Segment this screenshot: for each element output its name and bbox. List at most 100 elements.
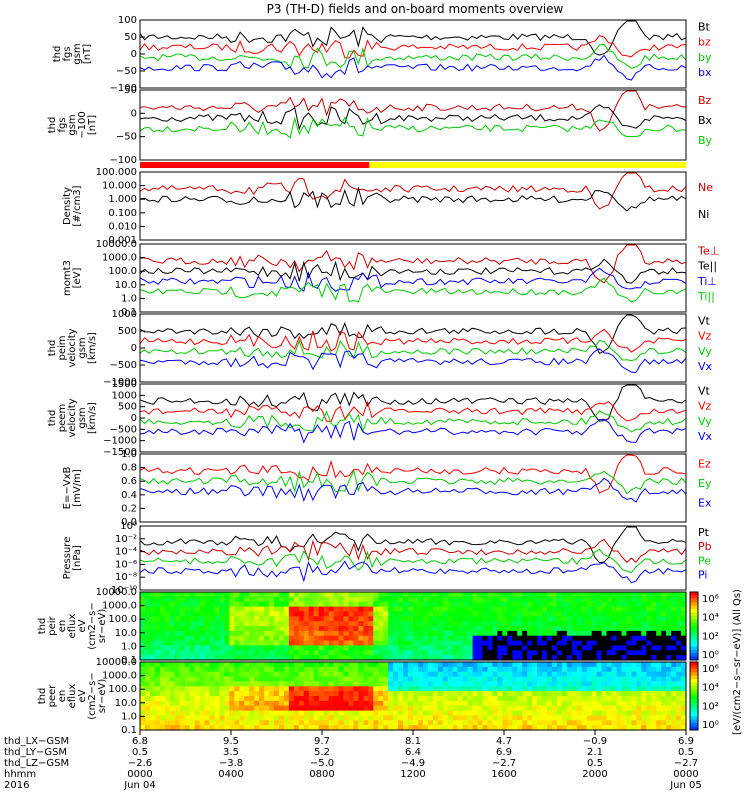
heatmap-cell — [288, 720, 295, 726]
heatmap-cell — [323, 662, 330, 668]
heatmap-cell — [497, 710, 503, 717]
heatmap-cell — [140, 596, 146, 603]
heatmap-cell — [462, 662, 469, 668]
heatmap-cell — [437, 655, 444, 661]
heatmap-cell — [681, 715, 687, 721]
heatmap-cell — [581, 686, 588, 692]
heatmap-cell — [606, 686, 613, 692]
heatmap-cell — [502, 635, 508, 642]
heatmap-cell — [274, 686, 280, 692]
heatmap-cell — [358, 640, 364, 647]
heatmap-cell — [408, 676, 414, 683]
heatmap-cell — [517, 626, 523, 632]
heatmap-cell — [368, 621, 374, 627]
heatmap-cell — [244, 662, 250, 668]
heatmap-cell — [393, 720, 399, 726]
heatmap-cell — [353, 630, 359, 637]
heatmap-cell — [626, 686, 632, 692]
heatmap-cell — [646, 645, 652, 651]
heatmap-cell — [283, 696, 290, 702]
heatmap-cell — [264, 662, 270, 668]
heatmap-cell — [517, 596, 523, 603]
heatmap-cell — [522, 691, 528, 697]
heatmap-cell — [224, 611, 230, 617]
heatmap-cell — [537, 626, 543, 632]
heatmap-cell — [313, 686, 320, 692]
heatmap-cell — [283, 601, 290, 608]
heatmap-cell — [422, 720, 429, 726]
heatmap-cell — [422, 601, 429, 608]
heatmap-cell — [507, 662, 513, 668]
heatmap-cell — [542, 725, 548, 731]
heatmap-cell — [656, 621, 662, 627]
footer-row-label: thd_LX−GSM — [4, 736, 69, 747]
heatmap-cell — [507, 592, 513, 598]
heatmap-cell — [447, 645, 454, 651]
heatmap-cell — [596, 601, 603, 608]
legend-entry: Ne — [698, 181, 713, 194]
colorbar-swatch — [690, 685, 698, 690]
heatmap-cell — [596, 645, 603, 651]
heatmap-cell — [656, 676, 662, 683]
heatmap-cell — [179, 700, 186, 707]
heatmap-cell — [393, 671, 399, 678]
heatmap-cell — [413, 662, 419, 668]
heatmap-cell — [681, 681, 687, 687]
heatmap-cell — [140, 650, 146, 656]
heatmap-cell — [447, 671, 454, 678]
colorbar-swatch — [690, 699, 698, 704]
heatmap-cell — [393, 601, 399, 608]
footer-cell: 0.5 — [132, 747, 148, 758]
heatmap-cell — [487, 601, 494, 608]
heatmap-cell — [502, 705, 508, 712]
heatmap-cell — [249, 626, 255, 632]
heatmap-cell — [571, 655, 578, 661]
heatmap-cell — [214, 686, 221, 692]
heatmap-cell — [418, 621, 424, 627]
heatmap-cell — [661, 635, 667, 642]
heatmap-cell — [333, 596, 340, 603]
heatmap-cell — [576, 645, 583, 651]
heatmap-cell — [283, 655, 290, 661]
footer-cell: 0400 — [218, 769, 243, 780]
heatmap-cell — [676, 715, 682, 721]
heatmap-cell — [641, 606, 647, 613]
heatmap-cell — [269, 621, 275, 627]
heatmap-cell — [432, 691, 439, 697]
heatmap-cell — [298, 621, 305, 627]
heatmap-cell — [179, 681, 186, 687]
heatmap-cell — [408, 645, 414, 651]
heatmap-cell — [204, 715, 211, 721]
heatmap-cell — [601, 616, 608, 622]
heatmap-cell — [140, 710, 146, 717]
heatmap-cell — [328, 645, 335, 651]
heatmap-cell — [229, 691, 235, 697]
heatmap-cell — [348, 691, 355, 697]
colorbar-swatch — [690, 595, 698, 600]
heatmap-cell — [239, 666, 245, 673]
heatmap-cell — [154, 611, 161, 617]
heatmap-cell — [447, 650, 454, 656]
heatmap-cell — [383, 640, 389, 647]
heatmap-cell — [641, 676, 647, 683]
heatmap-cell — [303, 671, 310, 678]
heatmap-cell — [641, 621, 647, 627]
heatmap-cell — [259, 725, 265, 731]
heatmap-cell — [348, 611, 355, 617]
heatmap-cell — [323, 626, 330, 632]
heatmap-cell — [318, 655, 325, 661]
heatmap-cell — [264, 666, 270, 673]
heatmap-cell — [542, 650, 548, 656]
heatmap-cell — [502, 720, 508, 726]
heatmap-cell — [641, 635, 647, 642]
heatmap-cell — [279, 691, 285, 697]
heatmap-cell — [194, 650, 201, 656]
heatmap-cell — [418, 662, 424, 668]
heatmap-cell — [378, 655, 384, 661]
heatmap-cell — [646, 710, 652, 717]
heatmap-cell — [169, 725, 176, 731]
colorbar-swatch — [690, 723, 698, 728]
series-line-p1-3 — [139, 54, 687, 81]
